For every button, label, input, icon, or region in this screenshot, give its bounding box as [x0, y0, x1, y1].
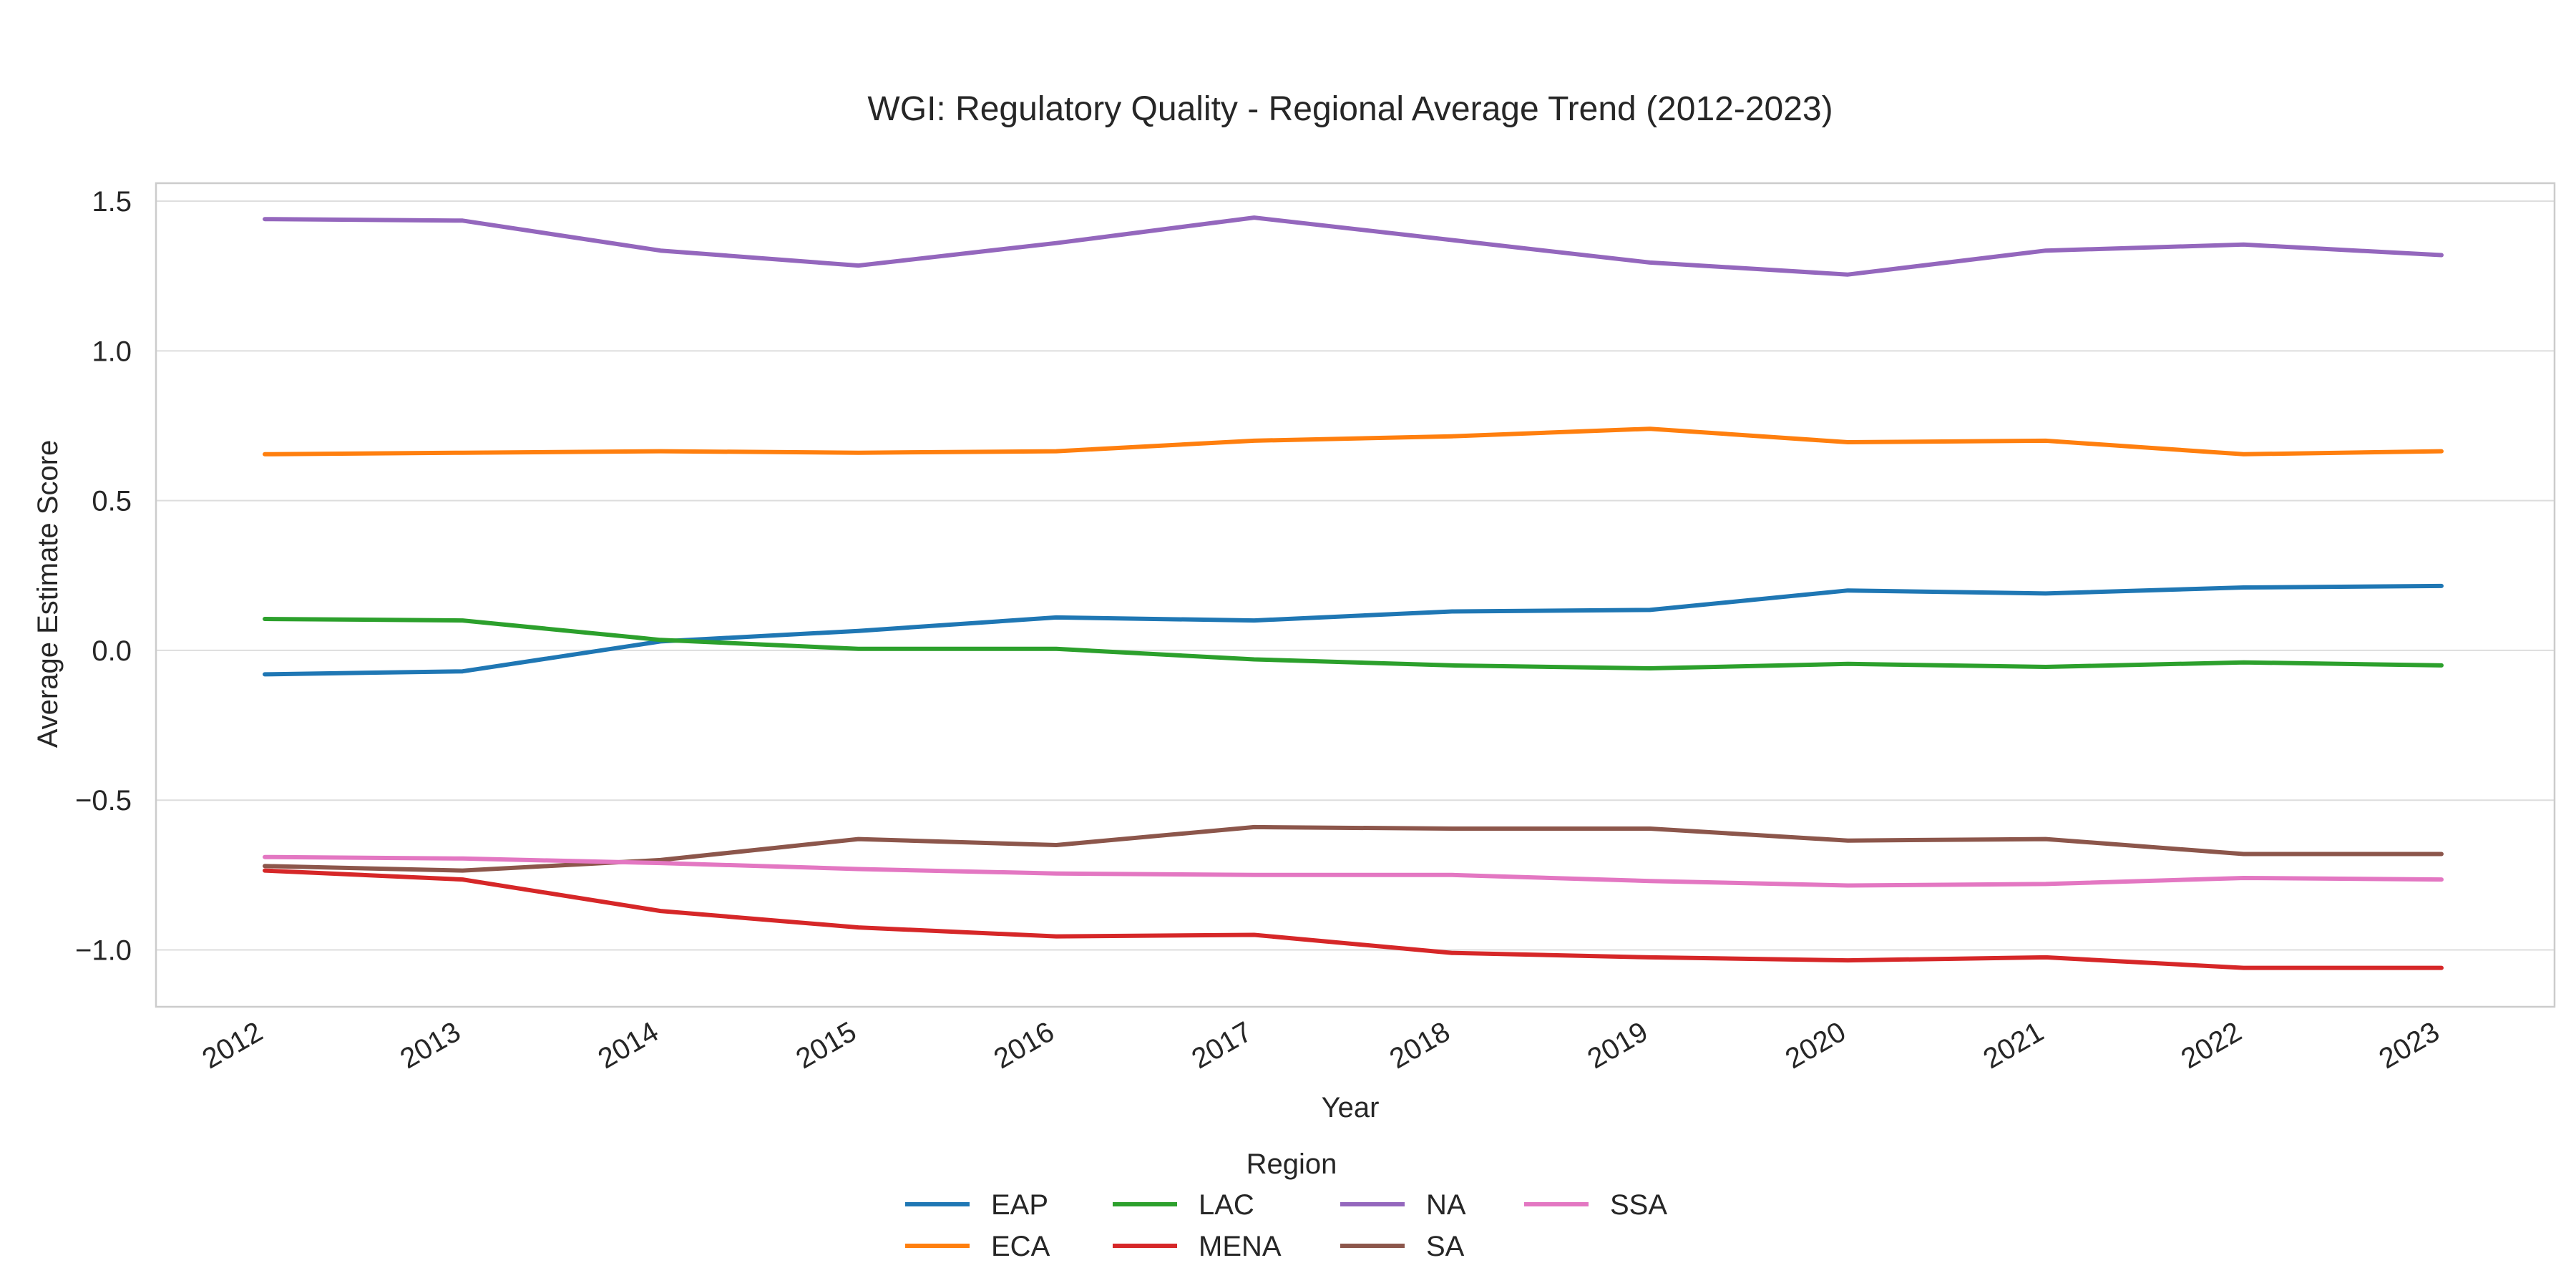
series-line-eap: [263, 583, 2444, 677]
series-line-mena: [263, 868, 2444, 970]
x-axis-label: Year: [1322, 1092, 1380, 1123]
series-line-na: [263, 215, 2444, 277]
series-line-ssa: [263, 854, 2444, 888]
legend: Region EAP ECA LAC MENA NA SA SSA: [905, 1148, 1667, 1262]
series-line-lac: [263, 617, 2444, 670]
legend-label-sa: SA: [1426, 1231, 1465, 1262]
chart-title: WGI: Regulatory Quality - Regional Avera…: [867, 90, 1833, 128]
legend-label-na: NA: [1426, 1189, 1466, 1221]
y-tick-label: 0.5: [92, 486, 132, 517]
series-layer: [263, 215, 2444, 970]
y-axis-label: Average Estimate Score: [32, 440, 64, 748]
y-tick-label: 1.0: [92, 336, 132, 367]
y-tick-label: −0.5: [75, 785, 132, 816]
legend-label-eca: ECA: [991, 1231, 1050, 1262]
legend-label-ssa: SSA: [1610, 1189, 1667, 1221]
y-tick-label: 1.5: [92, 186, 132, 218]
legend-title: Region: [1246, 1148, 1337, 1180]
plot-frame: [155, 182, 2556, 1008]
y-tick-label: −1.0: [75, 935, 132, 966]
legend-items: EAP ECA LAC MENA NA SA SSA: [905, 1189, 1667, 1262]
legend-label-lac: LAC: [1199, 1189, 1254, 1221]
y-tick-labels: −1.0 −0.5 0.0 0.5 1.0 1.5: [75, 186, 132, 966]
grid-layer: [156, 200, 2555, 951]
legend-label-eap: EAP: [991, 1189, 1048, 1221]
y-tick-label: 0.0: [92, 635, 132, 667]
legend-label-mena: MENA: [1199, 1231, 1282, 1262]
series-line-eca: [263, 426, 2444, 457]
